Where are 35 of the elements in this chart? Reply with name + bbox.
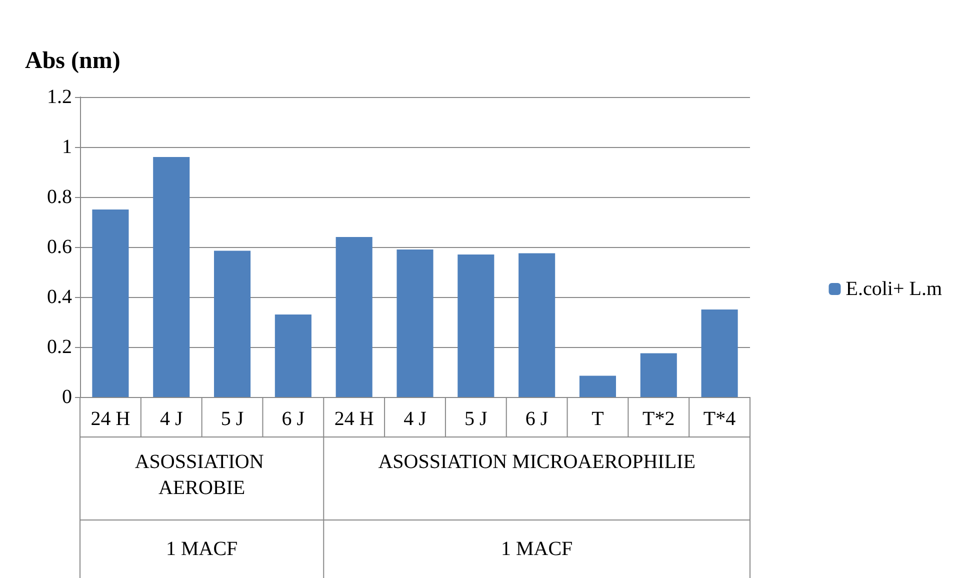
x-tick-label: 5 J (220, 408, 244, 430)
y-tick-label: 0.2 (47, 336, 72, 358)
x-tick-label: T*4 (703, 408, 736, 430)
x-tick-label: 6 J (525, 408, 548, 430)
y-tick-label: 0.8 (47, 186, 72, 208)
y-tick-label: 1.2 (47, 86, 72, 108)
y-tick-label: 0.4 (47, 286, 72, 308)
y-axis-title: Abs (nm) (25, 48, 120, 74)
x-tick-label: 4 J (160, 408, 183, 430)
y-tick-label: 0.6 (47, 236, 72, 258)
text: ASOSSIATION MICROAEROPHILIE (378, 451, 696, 473)
x-tick-label: 24 H (334, 408, 374, 430)
legend-label: E.coli+ L.m (846, 278, 942, 300)
bar (92, 210, 129, 397)
text: 1 MACF (500, 538, 573, 560)
bar (640, 353, 677, 397)
x-tick-label: 4 J (404, 408, 427, 430)
bar (396, 250, 434, 397)
bar (274, 314, 312, 397)
bar (336, 237, 372, 397)
text: 1 MACF (166, 538, 238, 560)
x-tick-label: 6 J (282, 408, 305, 430)
text: ASOSSIATION AEROBIE (134, 451, 269, 499)
x-tick-label: T*2 (642, 408, 675, 430)
bar (518, 253, 556, 397)
x-tick-label: 5 J (464, 408, 488, 430)
y-tick-label: 0 (62, 386, 72, 408)
y-tick-label: 1 (62, 136, 72, 158)
x-tick-label: 24 H (90, 408, 130, 430)
bar (579, 376, 616, 397)
bar (153, 157, 190, 397)
bar (214, 250, 251, 397)
x-tick-label: T (592, 408, 604, 430)
bar (458, 254, 494, 397)
bar (701, 310, 738, 397)
